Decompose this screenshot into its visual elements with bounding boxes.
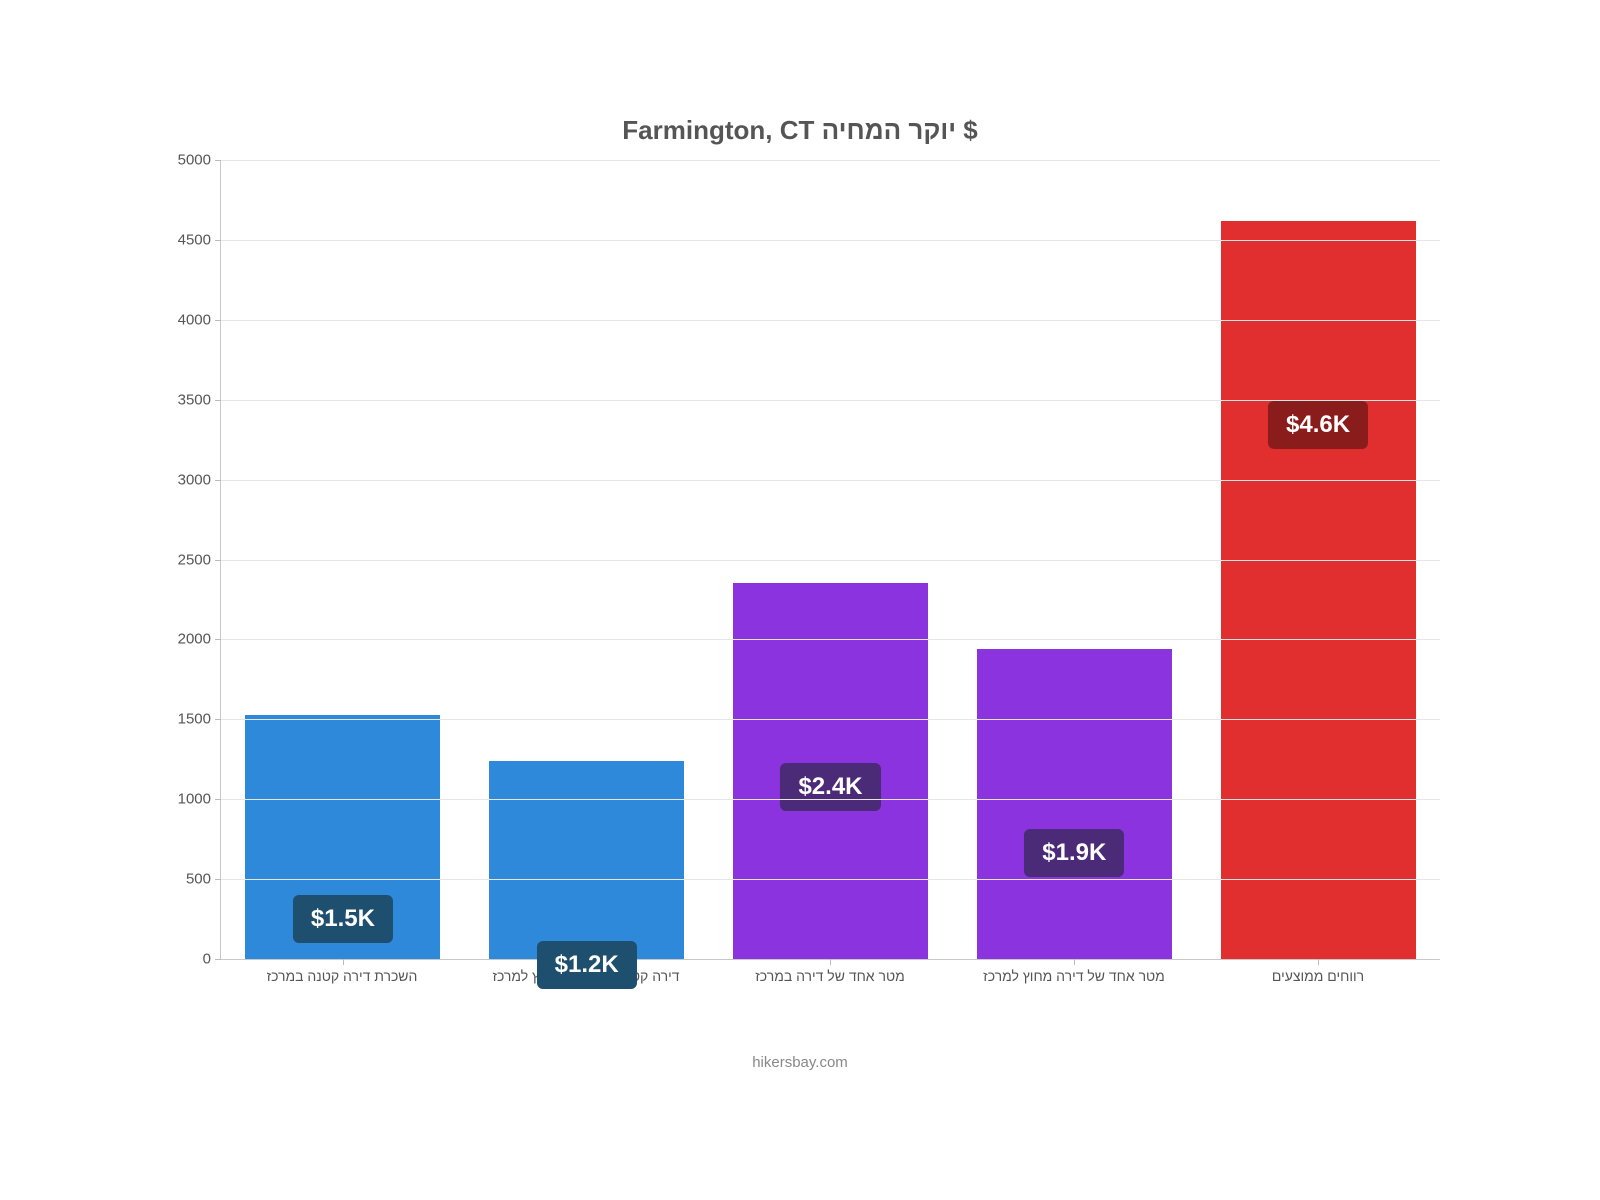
x-axis-label: רווחים ממוצעים — [1196, 968, 1440, 984]
gridline — [221, 480, 1440, 481]
gridline — [221, 799, 1440, 800]
y-tick-label: 3000 — [163, 471, 211, 488]
y-tick-mark — [215, 400, 221, 401]
x-tick-mark — [1074, 959, 1075, 965]
gridline — [221, 560, 1440, 561]
chart-title: Farmington, CT יוקר המחיה $ — [160, 115, 1440, 146]
y-tick-mark — [215, 160, 221, 161]
gridline — [221, 160, 1440, 161]
x-tick-mark — [343, 959, 344, 965]
x-axis-label: מטר אחד של דירה במרכז — [708, 968, 952, 984]
bar-value-label: $1.9K — [1024, 829, 1124, 877]
y-tick-label: 2000 — [163, 631, 211, 648]
gridline — [221, 240, 1440, 241]
y-tick-label: 1500 — [163, 711, 211, 728]
y-tick-label: 4000 — [163, 311, 211, 328]
x-tick-mark — [830, 959, 831, 965]
bar-value-label: $4.6K — [1268, 401, 1368, 449]
y-tick-mark — [215, 719, 221, 720]
x-axis-label: מטר אחד של דירה מחוץ למרכז — [952, 968, 1196, 984]
y-tick-mark — [215, 799, 221, 800]
y-tick-mark — [215, 560, 221, 561]
x-tick-mark — [1318, 959, 1319, 965]
y-tick-mark — [215, 879, 221, 880]
x-axis-labels: השכרת דירה קטנה במרכזדירה קטנה השכרות מח… — [220, 968, 1440, 984]
bar-value-label: $1.5K — [293, 895, 393, 943]
bar: $1.9K — [977, 649, 1172, 959]
bar: $1.5K — [245, 715, 440, 959]
cost-of-living-chart: Farmington, CT יוקר המחיה $ $1.5K $1.2K $2… — [160, 115, 1440, 1085]
y-tick-label: 2500 — [163, 551, 211, 568]
x-axis-label: השכרת דירה קטנה במרכז — [220, 968, 464, 984]
y-tick-label: 5000 — [163, 152, 211, 169]
y-tick-label: 4500 — [163, 231, 211, 248]
bar-value-label: $1.2K — [537, 941, 637, 989]
y-tick-mark — [215, 240, 221, 241]
y-tick-label: 3500 — [163, 391, 211, 408]
y-tick-label: 0 — [163, 951, 211, 968]
gridline — [221, 400, 1440, 401]
y-tick-mark — [215, 480, 221, 481]
plot-area: $1.5K$1.2K$2.4K$1.9K$4.6K 05001000150020… — [220, 160, 1440, 960]
bar: $1.2K — [489, 761, 684, 959]
gridline — [221, 639, 1440, 640]
y-tick-mark — [215, 639, 221, 640]
y-tick-label: 1000 — [163, 791, 211, 808]
bar: $4.6K — [1221, 221, 1416, 959]
y-tick-label: 500 — [163, 871, 211, 888]
gridline — [221, 320, 1440, 321]
y-tick-mark — [215, 320, 221, 321]
y-tick-mark — [215, 959, 221, 960]
bar-value-label: $2.4K — [780, 763, 880, 811]
attribution-text: hikersbay.com — [160, 1054, 1440, 1071]
gridline — [221, 719, 1440, 720]
gridline — [221, 879, 1440, 880]
